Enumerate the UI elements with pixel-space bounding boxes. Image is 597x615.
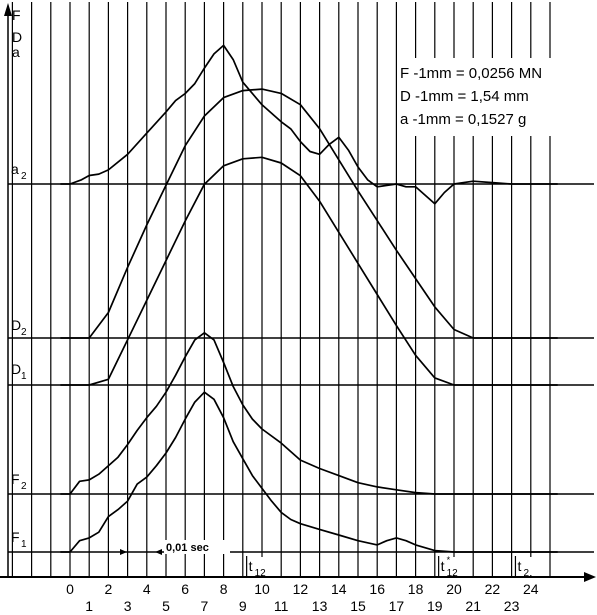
time-interval-label: 0,01 sec <box>166 542 209 554</box>
marker-t2-sub: 2 <box>523 568 529 579</box>
marker-t12-sub: 12 <box>255 568 267 579</box>
baseline-labels: a 2D 2D 1F 2F 1 <box>11 161 27 550</box>
x-tick-labels: 0 2 4 6 8 10 12 14 16 18 20 22 241 3 5 7 9 11 13 15 17 19 21 23 <box>66 581 539 614</box>
label-f2-sub: 2 <box>21 481 27 492</box>
marker-t2-bg <box>514 557 537 575</box>
label-d2-sub: 2 <box>21 327 27 338</box>
x-tick-label: 14 <box>331 581 347 597</box>
marker-t12-star: t <box>441 558 445 574</box>
marker-t2: t <box>517 558 521 574</box>
scale-legend-d: D -1mm = 1,54 mm <box>400 88 529 105</box>
label-d2: D <box>11 317 21 333</box>
x-tick-label: 5 <box>162 598 170 614</box>
y-axis-arrow <box>4 3 12 16</box>
series-curves <box>60 44 558 553</box>
interval-arrow-right <box>120 549 127 555</box>
x-tick-label: 20 <box>446 581 462 597</box>
axis-label: F D a <box>12 7 22 60</box>
x-axis-arrow <box>584 572 596 582</box>
x-tick-label: 12 <box>293 581 309 597</box>
marker-t12-star-bg <box>437 557 460 575</box>
time-markers: t 12 t *12 t 2 <box>245 555 537 579</box>
marker-t12-star-sup: * <box>447 555 451 565</box>
curve-d2 <box>60 88 558 339</box>
axis-label-a: a <box>12 44 20 60</box>
x-tick-label: 10 <box>254 581 270 597</box>
x-tick-label: 17 <box>389 598 405 614</box>
x-tick-label: 21 <box>465 598 481 614</box>
x-tick-label: 2 <box>105 581 113 597</box>
curve-d1 <box>60 156 558 386</box>
x-tick-label: 8 <box>220 581 228 597</box>
axis-label-f: F <box>12 7 21 23</box>
x-tick-label: 18 <box>408 581 424 597</box>
curve-a2 <box>60 44 558 205</box>
curve-f2 <box>60 331 558 495</box>
x-tick-label: 9 <box>239 598 247 614</box>
label-d1: D <box>11 361 21 377</box>
x-tick-label: 1 <box>85 598 93 614</box>
label-f1: F <box>11 529 20 545</box>
x-tick-label: 16 <box>369 581 385 597</box>
x-tick-label: 7 <box>201 598 209 614</box>
x-tick-label: 15 <box>350 598 366 614</box>
x-tick-label: 13 <box>312 598 328 614</box>
x-tick-label: 23 <box>504 598 520 614</box>
time-interval-annotation: 0,01 sec <box>93 540 230 555</box>
x-tick-label: 24 <box>523 581 539 597</box>
label-f1-sub: 1 <box>21 539 27 550</box>
x-axis: 0 2 4 6 8 10 12 14 16 18 20 22 241 3 5 7 9 11 13 15 17 19 21 23 <box>0 572 596 614</box>
x-tick-label: 6 <box>181 581 189 597</box>
x-tick-label: 3 <box>124 598 132 614</box>
scale-legend-f: F -1mm = 0,0256 MN <box>400 65 542 82</box>
x-tick-label: 22 <box>485 581 501 597</box>
label-f2: F <box>11 471 20 487</box>
x-tick-label: 0 <box>66 581 74 597</box>
label-a2: a <box>11 161 19 177</box>
x-tick-label: 4 <box>143 581 151 597</box>
marker-t12-bg <box>245 557 268 575</box>
interval-arrow-left <box>155 549 162 555</box>
label-a2-sub: 2 <box>21 171 27 182</box>
marker-t12: t <box>249 558 253 574</box>
curve-f1 <box>60 391 558 553</box>
x-tick-label: 19 <box>427 598 443 614</box>
scale-legend-box <box>398 58 594 136</box>
axis-label-d: D <box>12 29 22 45</box>
label-d1-sub: 1 <box>21 371 27 382</box>
marker-t12-star-sub: 12 <box>447 568 459 579</box>
x-tick-label: 11 <box>274 598 289 614</box>
scale-legend-a: a -1mm = 0,1527 g <box>400 111 526 128</box>
